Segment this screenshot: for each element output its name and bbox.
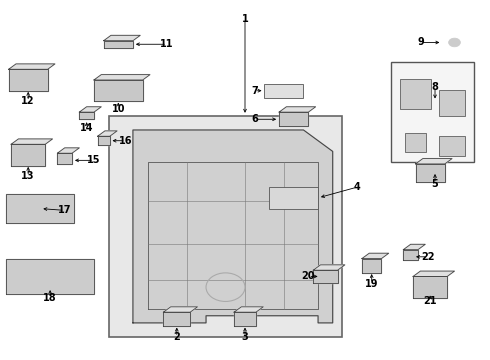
Polygon shape — [163, 307, 197, 312]
Text: 13: 13 — [22, 171, 35, 181]
Polygon shape — [279, 112, 308, 126]
Polygon shape — [413, 271, 455, 276]
Polygon shape — [6, 258, 94, 294]
FancyBboxPatch shape — [439, 90, 465, 116]
Polygon shape — [57, 148, 79, 153]
FancyBboxPatch shape — [400, 79, 431, 109]
Text: 12: 12 — [22, 96, 35, 107]
Circle shape — [449, 38, 460, 47]
Polygon shape — [416, 158, 452, 164]
Text: 9: 9 — [417, 37, 424, 48]
Polygon shape — [98, 131, 117, 136]
Polygon shape — [6, 194, 74, 223]
Text: 17: 17 — [58, 205, 72, 215]
Polygon shape — [234, 312, 256, 327]
Text: 3: 3 — [242, 332, 248, 342]
Text: 11: 11 — [160, 39, 174, 49]
Text: 22: 22 — [421, 252, 435, 262]
Polygon shape — [362, 258, 381, 273]
Polygon shape — [104, 35, 140, 41]
Polygon shape — [79, 107, 101, 112]
Polygon shape — [11, 144, 45, 166]
Polygon shape — [94, 75, 150, 80]
FancyBboxPatch shape — [109, 116, 343, 337]
Polygon shape — [403, 244, 425, 249]
Polygon shape — [79, 112, 94, 119]
Bar — [265, 84, 303, 98]
Polygon shape — [133, 130, 333, 323]
Text: 16: 16 — [119, 136, 132, 146]
Text: 5: 5 — [432, 179, 439, 189]
Text: 18: 18 — [43, 293, 57, 303]
Text: 6: 6 — [251, 114, 258, 124]
Text: 19: 19 — [365, 279, 378, 289]
Bar — [270, 187, 318, 208]
Text: 10: 10 — [112, 104, 125, 113]
Polygon shape — [11, 139, 52, 144]
Text: 8: 8 — [432, 82, 439, 92]
Text: 4: 4 — [354, 182, 361, 192]
Polygon shape — [313, 265, 345, 270]
Polygon shape — [279, 107, 316, 112]
Polygon shape — [403, 249, 418, 260]
Polygon shape — [313, 270, 338, 283]
Polygon shape — [9, 69, 48, 91]
Text: 2: 2 — [173, 332, 180, 342]
Polygon shape — [57, 153, 72, 164]
Polygon shape — [9, 64, 55, 69]
Text: 15: 15 — [87, 156, 101, 165]
FancyBboxPatch shape — [391, 62, 474, 162]
Polygon shape — [104, 41, 133, 48]
Text: 7: 7 — [251, 86, 258, 96]
Text: 20: 20 — [301, 271, 315, 282]
Polygon shape — [163, 312, 190, 327]
Polygon shape — [234, 307, 263, 312]
Text: 14: 14 — [80, 123, 94, 133]
Polygon shape — [362, 253, 389, 258]
Polygon shape — [416, 164, 445, 182]
Polygon shape — [98, 136, 110, 145]
FancyBboxPatch shape — [439, 136, 465, 156]
Text: 21: 21 — [423, 296, 437, 306]
Text: 1: 1 — [242, 14, 248, 24]
FancyBboxPatch shape — [405, 133, 426, 152]
Polygon shape — [94, 80, 143, 102]
Polygon shape — [413, 276, 447, 298]
